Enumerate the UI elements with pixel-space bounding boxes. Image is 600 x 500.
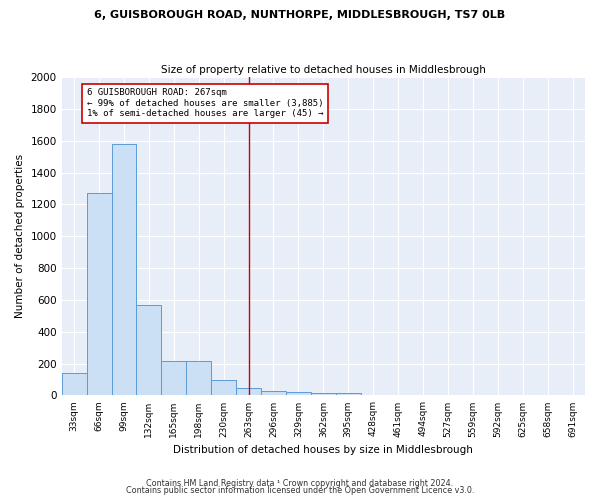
Bar — [211, 380, 236, 396]
Text: Contains public sector information licensed under the Open Government Licence v3: Contains public sector information licen… — [126, 486, 474, 495]
Bar — [186, 361, 211, 396]
Bar — [86, 194, 112, 396]
Text: 6, GUISBOROUGH ROAD, NUNTHORPE, MIDDLESBROUGH, TS7 0LB: 6, GUISBOROUGH ROAD, NUNTHORPE, MIDDLESB… — [94, 10, 506, 20]
Bar — [62, 373, 86, 396]
Bar — [161, 361, 186, 396]
Bar — [261, 392, 286, 396]
Bar — [112, 144, 136, 396]
Bar — [336, 392, 361, 396]
Bar — [286, 392, 311, 396]
Text: Contains HM Land Registry data ¹ Crown copyright and database right 2024.: Contains HM Land Registry data ¹ Crown c… — [146, 478, 454, 488]
Y-axis label: Number of detached properties: Number of detached properties — [15, 154, 25, 318]
Bar — [311, 393, 336, 396]
Bar — [136, 304, 161, 396]
X-axis label: Distribution of detached houses by size in Middlesbrough: Distribution of detached houses by size … — [173, 445, 473, 455]
Title: Size of property relative to detached houses in Middlesbrough: Size of property relative to detached ho… — [161, 65, 486, 75]
Text: 6 GUISBOROUGH ROAD: 267sqm
← 99% of detached houses are smaller (3,885)
1% of se: 6 GUISBOROUGH ROAD: 267sqm ← 99% of deta… — [86, 88, 323, 118]
Bar — [236, 388, 261, 396]
